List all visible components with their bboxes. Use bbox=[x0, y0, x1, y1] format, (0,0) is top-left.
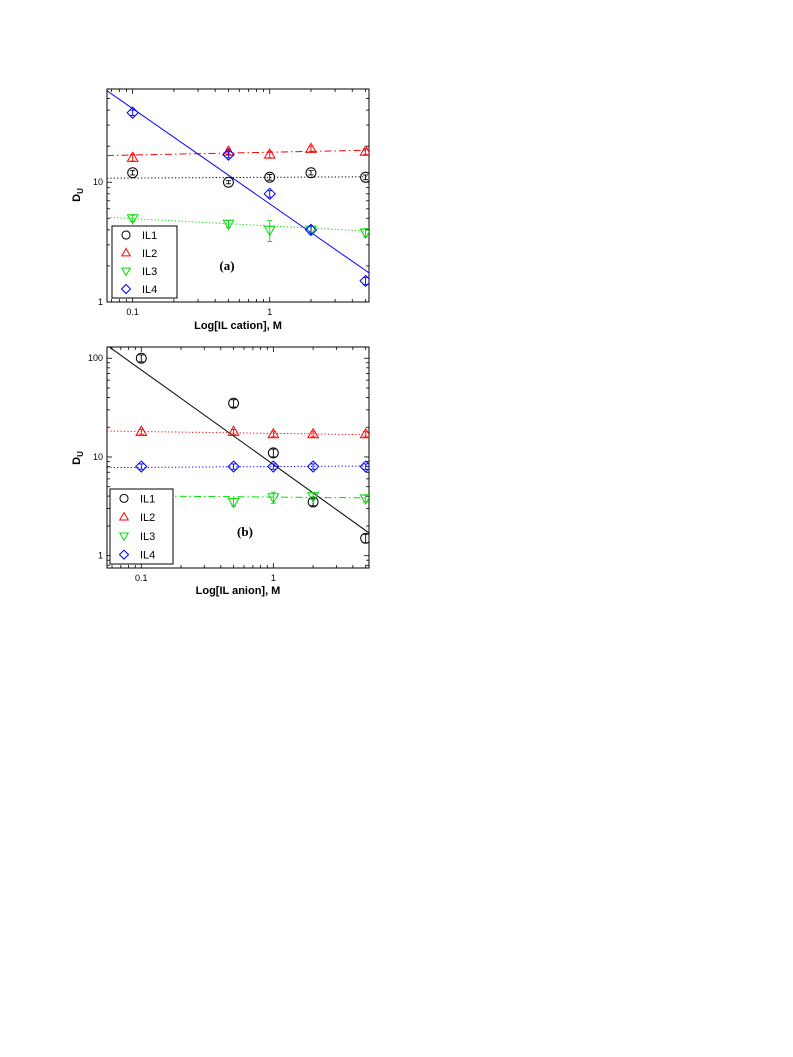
plot-area bbox=[107, 347, 369, 544]
fit-line-il1 bbox=[108, 347, 369, 534]
data-point bbox=[359, 460, 369, 473]
data-point bbox=[222, 148, 235, 161]
fit-line-il2 bbox=[107, 430, 369, 436]
legend: IL1 IL2 IL3 IL4 bbox=[109, 488, 174, 565]
data-point bbox=[264, 171, 276, 183]
y-axis-title-main: D bbox=[71, 194, 83, 202]
panel-label: (a) bbox=[219, 258, 234, 273]
fit-line-il4 bbox=[107, 90, 369, 274]
panel-label: (b) bbox=[237, 524, 253, 539]
data-point bbox=[223, 176, 234, 188]
plot-frame bbox=[106, 346, 370, 569]
legend-marker-il2 bbox=[118, 511, 130, 521]
data-point bbox=[360, 171, 369, 183]
data-point bbox=[306, 460, 320, 473]
legend-marker-il4 bbox=[118, 549, 130, 560]
legend-marker-il4 bbox=[120, 283, 132, 295]
data-point bbox=[359, 494, 369, 505]
y-axis-title: DU bbox=[71, 188, 85, 202]
data-point bbox=[227, 497, 240, 509]
data-point bbox=[135, 352, 147, 364]
y-tick-label: 10 bbox=[93, 177, 103, 187]
data-point bbox=[263, 187, 276, 201]
data-point bbox=[267, 447, 279, 459]
data-point bbox=[304, 223, 318, 237]
legend-label-il1: IL1 bbox=[142, 230, 157, 242]
chart-panel-2: 0.1 1 1 10 100 Log[IL anion], M DU (b) IL1 IL2 IL3… bbox=[71, 346, 370, 597]
legend-label-il2: IL2 bbox=[142, 248, 157, 260]
legend-box bbox=[109, 488, 174, 565]
series-il1 bbox=[127, 167, 369, 188]
y-axis-title-main: D bbox=[71, 457, 83, 465]
fit-line-il4 bbox=[107, 465, 369, 469]
x-axis-title: Log[IL cation], M bbox=[194, 320, 282, 332]
data-point bbox=[126, 214, 139, 225]
data-point bbox=[267, 427, 280, 439]
fit-line-il1 bbox=[107, 176, 369, 179]
legend-label-il1: IL1 bbox=[140, 493, 155, 505]
series-il2 bbox=[126, 142, 369, 162]
fit-line-il3 bbox=[107, 216, 369, 232]
data-point bbox=[304, 142, 318, 153]
legend-label-il3: IL3 bbox=[142, 266, 157, 278]
legend-marker-il2 bbox=[120, 247, 132, 257]
x-tick-label: 0.1 bbox=[126, 307, 139, 317]
legend-marker-il1 bbox=[119, 493, 129, 503]
data-point bbox=[135, 460, 148, 473]
data-point bbox=[359, 145, 369, 156]
series-il4 bbox=[135, 460, 369, 473]
plot-frame bbox=[106, 88, 370, 303]
series-il2 bbox=[135, 425, 369, 439]
data-point bbox=[263, 148, 276, 159]
legend-marker-il1 bbox=[121, 230, 131, 240]
y-axis-title: DU bbox=[71, 451, 85, 465]
data-point bbox=[305, 167, 317, 179]
data-point bbox=[359, 427, 369, 439]
data-point bbox=[360, 532, 369, 544]
data-point bbox=[227, 460, 240, 473]
y-tick-label: 100 bbox=[88, 353, 103, 363]
data-point bbox=[307, 492, 320, 503]
y-tick-label: 1 bbox=[98, 297, 103, 307]
y-tick-label: 10 bbox=[93, 452, 103, 462]
x-axis-title: Log[IL anion], M bbox=[196, 585, 281, 597]
y-tick-label: 1 bbox=[98, 551, 103, 561]
series-il4 bbox=[126, 106, 369, 288]
legend-marker-il3 bbox=[118, 532, 130, 542]
y-axis-title-subscript: U bbox=[76, 451, 85, 457]
legend: IL1 IL2 IL3 IL4 bbox=[111, 225, 178, 299]
legend-label-il4: IL4 bbox=[142, 284, 157, 296]
x-tick-label: 1 bbox=[267, 307, 272, 317]
data-point bbox=[307, 427, 320, 439]
x-tick-label: 0.1 bbox=[135, 573, 148, 583]
data-point bbox=[135, 425, 148, 436]
x-tick-label: 1 bbox=[271, 573, 276, 583]
legend-label-il4: IL4 bbox=[140, 550, 155, 562]
data-point bbox=[126, 106, 139, 119]
data-point bbox=[359, 228, 369, 240]
data-point bbox=[127, 167, 139, 179]
data-point bbox=[263, 225, 276, 237]
y-axis-title-subscript: U bbox=[76, 188, 85, 194]
legend-label-il2: IL2 bbox=[140, 512, 155, 524]
data-point bbox=[228, 397, 240, 409]
data-point bbox=[222, 219, 235, 231]
plot-area bbox=[107, 90, 369, 288]
data-point bbox=[359, 274, 369, 288]
data-point bbox=[227, 425, 240, 436]
data-point bbox=[267, 460, 280, 473]
fit-line-il2 bbox=[107, 149, 369, 157]
legend-marker-il3 bbox=[120, 267, 132, 277]
legend-label-il3: IL3 bbox=[140, 531, 155, 543]
data-point bbox=[267, 493, 280, 504]
data-point bbox=[126, 151, 139, 162]
